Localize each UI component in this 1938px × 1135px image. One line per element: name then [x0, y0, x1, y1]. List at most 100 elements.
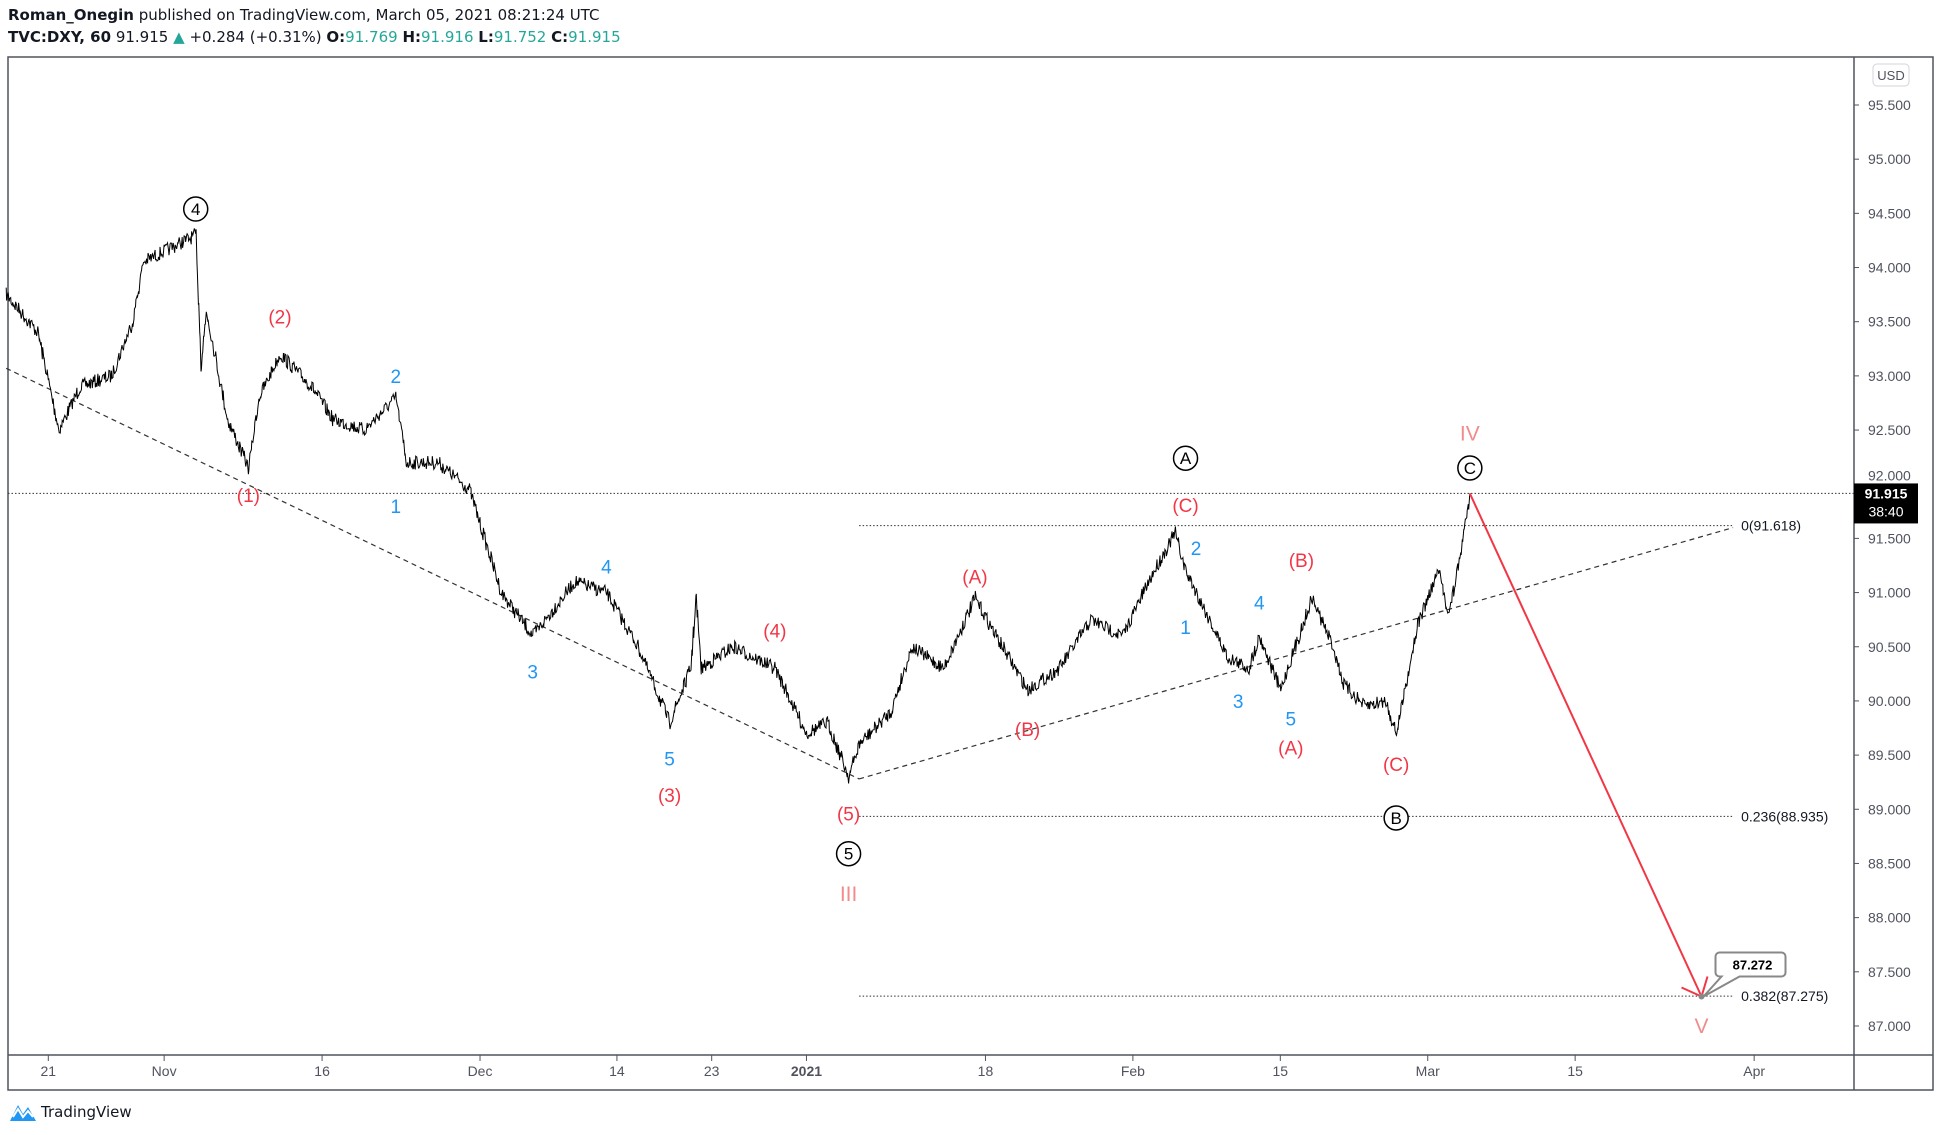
time-tick-label: 21 [41, 1063, 57, 1079]
close-value: 91.915 [568, 28, 621, 46]
time-tick-label: 15 [1273, 1063, 1289, 1079]
wave-label-pink: V [1695, 1015, 1709, 1038]
price-tick-label: 87.000 [1868, 1018, 1911, 1034]
high-label: H: [402, 28, 422, 46]
trendline [5, 367, 860, 780]
wave-label-pink: III [840, 883, 858, 906]
price-tick-label: 89.500 [1868, 747, 1911, 763]
time-tick-label: 15 [1567, 1063, 1583, 1079]
high-value: 91.916 [421, 28, 474, 46]
tradingview-logo[interactable]: TradingView [8, 1101, 132, 1123]
price-tick-label: 93.000 [1868, 368, 1911, 384]
fib-level-label: 0(91.618) [1741, 518, 1801, 534]
wave-label-blue: 5 [664, 749, 675, 770]
up-triangle-icon: ▲ [173, 28, 185, 46]
time-tick-label: 23 [704, 1063, 720, 1079]
time-tick-label: Feb [1121, 1063, 1145, 1079]
symbol: TVC:DXY, 60 [8, 28, 112, 46]
wave-label-circle [1383, 805, 1409, 831]
wave-label-primary: C [1464, 459, 1476, 478]
price-callout-box [1702, 951, 1787, 998]
publish-info: Roman_Onegin published on TradingView.co… [8, 6, 599, 24]
time-tick-label: 16 [314, 1063, 330, 1079]
wave-label-red: (B) [1015, 720, 1040, 741]
price-callout-text: 87.272 [1733, 958, 1773, 973]
wave-label-red: (1) [237, 486, 260, 507]
price-tick-label: 95.500 [1868, 97, 1911, 113]
last-price-tag-value: 91.915 [1865, 485, 1908, 501]
wave-label-blue: 4 [601, 558, 612, 579]
close-label: C: [551, 28, 569, 46]
wave-label-red: (3) [658, 786, 681, 807]
wave-label-pink: IV [1460, 422, 1480, 445]
price-tick-label: 91.500 [1868, 530, 1911, 546]
wave-label-circle [1172, 445, 1199, 471]
price-tick-label: 88.500 [1868, 855, 1911, 871]
time-tick-label: 18 [978, 1063, 994, 1079]
wave-label-blue: 4 [1254, 593, 1265, 614]
chart-frame [7, 56, 1934, 1091]
wave-label-blue: 1 [391, 497, 402, 518]
price-tick-label: 87.500 [1868, 964, 1911, 980]
wave-label-primary: 5 [844, 845, 853, 864]
open-label: O: [326, 28, 346, 46]
wave-label-red: (B) [1289, 551, 1314, 572]
wave-label-red: (A) [1278, 739, 1303, 760]
wave-label-blue: 2 [391, 367, 402, 388]
price-tick-label: 90.500 [1868, 639, 1911, 655]
price-tick-label: 95.000 [1868, 151, 1911, 167]
open-value: 91.769 [345, 28, 398, 46]
wave-label-blue: 3 [1233, 692, 1244, 713]
wave-label-blue: 3 [527, 663, 538, 684]
wave-label-red: (C) [1172, 496, 1198, 517]
currency-label[interactable]: USD [1877, 68, 1904, 83]
wave-label-red: (5) [837, 805, 860, 826]
wave-label-red: (4) [763, 621, 786, 642]
wave-label-circle [835, 840, 862, 867]
price-tick-label: 88.000 [1868, 910, 1911, 926]
time-tick-label: Apr [1743, 1063, 1765, 1079]
price-tick-label: 89.000 [1868, 801, 1911, 817]
time-tick-label: Mar [1416, 1063, 1440, 1079]
wave-label-primary: B [1390, 809, 1401, 828]
trendline [858, 526, 1734, 780]
price-tick-label: 94.000 [1868, 260, 1911, 276]
currency-button[interactable] [1872, 63, 1910, 87]
change: +0.284 (+0.31%) [189, 28, 322, 46]
wave-label-red: (A) [962, 567, 987, 588]
price-tick-label: 92.000 [1868, 467, 1911, 483]
price-tick-label: 92.500 [1868, 422, 1911, 438]
author[interactable]: Roman_Onegin [8, 6, 134, 24]
projection-arrow [1468, 493, 1703, 997]
price-tick-label: 93.500 [1868, 314, 1911, 330]
wave-label-blue: 2 [1191, 539, 1202, 560]
wave-label-red: (C) [1383, 755, 1409, 776]
time-tick-label: Dec [468, 1063, 493, 1079]
tradingview-logo-text: TradingView [41, 1103, 132, 1121]
low-value: 91.752 [493, 28, 547, 46]
wave-label-blue: 1 [1180, 618, 1191, 639]
price-tick-label: 94.500 [1868, 205, 1911, 221]
price-series-line [5, 228, 1471, 784]
last-price-tag [1854, 483, 1918, 524]
fib-level-label: 0.382(87.275) [1741, 988, 1828, 1004]
last-price: 91.915 [115, 28, 169, 46]
wave-label-red: (2) [268, 307, 291, 328]
tradingview-logo-icon [10, 1105, 36, 1121]
bar-countdown: 38:40 [1868, 503, 1903, 519]
time-tick-label: 14 [609, 1063, 625, 1079]
time-tick-label: 2021 [791, 1063, 822, 1079]
time-tick-label: Nov [152, 1063, 177, 1079]
wave-label-circle [182, 196, 209, 222]
low-label: L: [478, 28, 494, 46]
wave-label-primary: A [1180, 449, 1192, 468]
callout-anchor [1698, 993, 1705, 1000]
price-tick-label: 90.000 [1868, 693, 1911, 709]
price-tick-label: 91.000 [1868, 585, 1911, 601]
wave-label-circle [1457, 455, 1483, 481]
symbol-info: TVC:DXY, 60 91.915 ▲ +0.284 (+0.31%) O:9… [8, 28, 621, 46]
published-text: published on TradingView.com, March 05, … [138, 6, 600, 24]
wave-label-primary: 4 [191, 200, 200, 219]
fib-level-label: 0.236(88.935) [1741, 808, 1828, 824]
